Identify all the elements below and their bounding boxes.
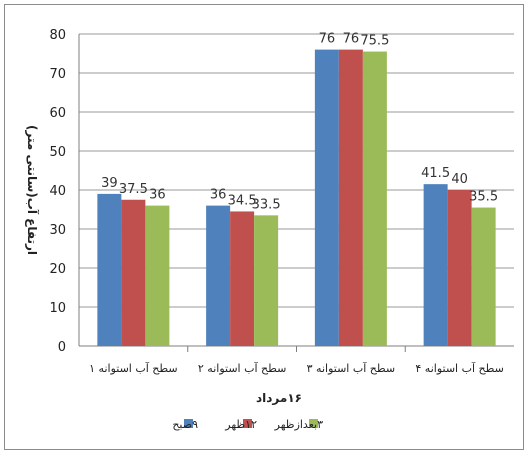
category-label: سطح آب استوانه ۲: [198, 361, 286, 375]
legend-label: ۱۲ظهر: [224, 418, 257, 431]
bar: [145, 205, 170, 346]
bar: [206, 205, 231, 346]
data-label: 76: [343, 32, 360, 47]
y-tick-label: 80: [49, 28, 66, 43]
data-label: 35.5: [469, 190, 498, 205]
data-label: 75.5: [360, 34, 389, 49]
y-tick-label: 20: [49, 262, 66, 277]
bar: [362, 51, 387, 347]
y-axis-title: ارتفاع آب(سانتی متر): [25, 125, 40, 255]
legend-swatch: [309, 419, 318, 428]
data-label: 36: [149, 188, 166, 203]
category-labels: سطح آب استوانه ۱ سطح آب استوانه ۲ سطح آب ا…: [89, 361, 504, 375]
y-tick-label: 50: [49, 145, 66, 160]
bar: [471, 207, 496, 346]
data-label: 40: [451, 172, 468, 187]
bar: [338, 49, 363, 346]
y-tick-label: 0: [58, 340, 66, 355]
data-label: 39: [101, 176, 118, 191]
y-tick-label: 30: [49, 223, 66, 238]
data-label: 76: [319, 32, 336, 47]
bar: [230, 211, 255, 346]
data-label: 41.5: [421, 166, 450, 181]
y-tick-label: 70: [49, 67, 66, 82]
bar: [121, 199, 146, 346]
bar: [447, 190, 472, 346]
bars: [97, 49, 496, 347]
legend-label: ۳بعدازظهر: [274, 418, 323, 431]
legend-label: ۹صبح: [172, 418, 198, 431]
category-label: سطح آب استوانه ۴: [415, 361, 503, 375]
legend-swatch: [243, 419, 252, 428]
bar: [314, 49, 339, 346]
data-label: 36: [210, 188, 227, 203]
y-tick-label: 40: [49, 184, 66, 199]
data-label: 33.5: [252, 197, 281, 212]
bar: [254, 215, 279, 346]
category-label: سطح آب استوانه ۱: [89, 361, 177, 375]
y-tick-label: 60: [49, 106, 66, 121]
legend-swatch: [184, 419, 193, 428]
legend: ۹صبح ۱۲ظهر ۳بعدازظهر: [172, 418, 323, 431]
data-label: 37.5: [119, 182, 148, 197]
category-label: سطح آب استوانه ۳: [307, 361, 395, 375]
x-axis-title: ۱۶مرداد: [256, 391, 302, 405]
bar: [97, 193, 122, 346]
data-label: 34.5: [228, 193, 257, 208]
y-tick-labels: 0 10 20 30 40 50 60 70 80: [49, 28, 66, 355]
bar: [423, 184, 448, 346]
y-tick-label: 10: [49, 301, 66, 316]
